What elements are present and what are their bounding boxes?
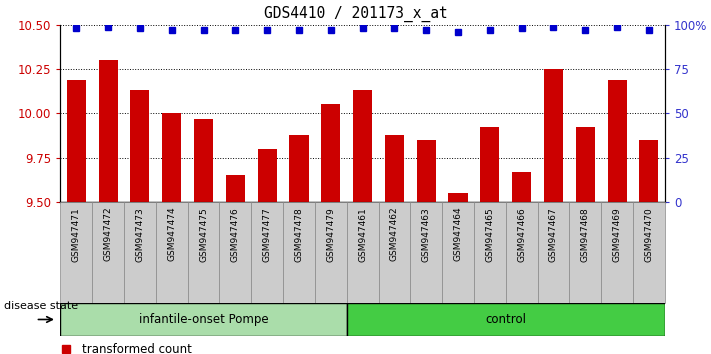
Text: GSM947477: GSM947477 — [262, 207, 272, 262]
Text: transformed count: transformed count — [82, 343, 191, 354]
Text: GSM947461: GSM947461 — [358, 207, 367, 262]
Bar — [639, 140, 658, 202]
Bar — [283, 202, 315, 303]
Bar — [576, 127, 595, 202]
Text: GSM947476: GSM947476 — [231, 207, 240, 262]
Bar — [544, 69, 563, 202]
Bar — [481, 127, 499, 202]
Bar — [162, 113, 181, 202]
Bar — [474, 202, 506, 303]
Text: GDS4410 / 201173_x_at: GDS4410 / 201173_x_at — [264, 5, 447, 22]
Bar — [347, 202, 378, 303]
Text: GSM947471: GSM947471 — [72, 207, 81, 262]
Text: GSM947465: GSM947465 — [486, 207, 494, 262]
Bar — [226, 175, 245, 202]
Bar — [385, 135, 404, 202]
Bar — [607, 80, 626, 202]
Text: GSM947462: GSM947462 — [390, 207, 399, 262]
Bar — [130, 90, 149, 202]
Text: control: control — [485, 313, 526, 326]
Bar — [289, 135, 309, 202]
Bar — [347, 303, 665, 336]
Bar — [67, 80, 86, 202]
Bar — [60, 303, 347, 336]
Bar — [378, 202, 410, 303]
Bar — [124, 202, 156, 303]
Bar — [321, 104, 341, 202]
Bar — [99, 60, 118, 202]
Text: GSM947470: GSM947470 — [644, 207, 653, 262]
Bar — [602, 202, 633, 303]
Text: GSM947467: GSM947467 — [549, 207, 558, 262]
Bar — [410, 202, 442, 303]
Bar — [220, 202, 251, 303]
Text: GSM947474: GSM947474 — [167, 207, 176, 262]
Text: GSM947478: GSM947478 — [294, 207, 304, 262]
Bar — [257, 149, 277, 202]
Text: GSM947464: GSM947464 — [454, 207, 463, 262]
Bar — [633, 202, 665, 303]
Bar — [315, 202, 347, 303]
Text: infantile-onset Pompe: infantile-onset Pompe — [139, 313, 268, 326]
Text: GSM947463: GSM947463 — [422, 207, 431, 262]
Text: GSM947475: GSM947475 — [199, 207, 208, 262]
Text: GSM947468: GSM947468 — [581, 207, 589, 262]
Text: GSM947466: GSM947466 — [517, 207, 526, 262]
Text: GSM947469: GSM947469 — [613, 207, 621, 262]
Text: GSM947473: GSM947473 — [136, 207, 144, 262]
Bar — [92, 202, 124, 303]
Bar — [570, 202, 602, 303]
Bar — [194, 119, 213, 202]
Text: GSM947479: GSM947479 — [326, 207, 336, 262]
Bar — [353, 90, 372, 202]
Bar — [449, 193, 468, 202]
Bar — [512, 172, 531, 202]
Bar — [442, 202, 474, 303]
Text: disease state: disease state — [4, 301, 77, 311]
Bar — [251, 202, 283, 303]
Bar — [538, 202, 570, 303]
Bar — [156, 202, 188, 303]
Bar — [417, 140, 436, 202]
Bar — [506, 202, 538, 303]
Bar — [188, 202, 220, 303]
Text: GSM947472: GSM947472 — [104, 207, 112, 262]
Bar — [60, 202, 92, 303]
